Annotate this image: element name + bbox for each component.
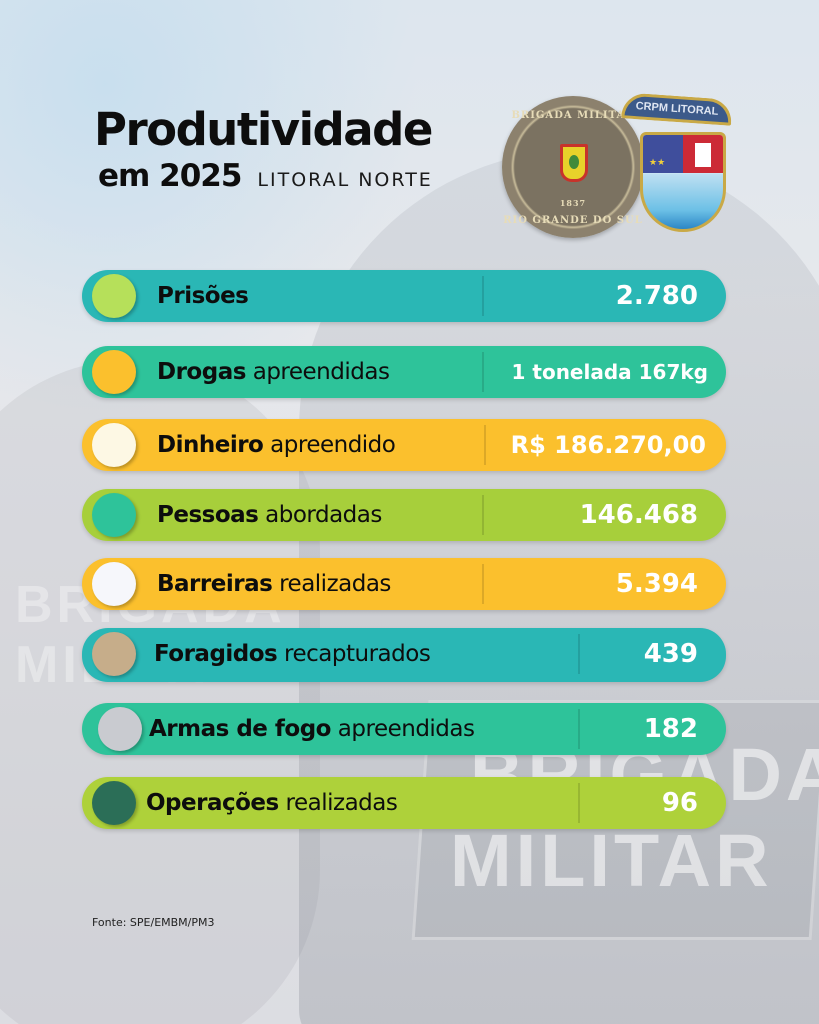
divider [484,425,486,465]
divider [578,709,580,749]
stat-row-pessoas: Pessoas abordadas 146.468 [82,489,726,541]
stars-icon: ★★ [649,157,666,167]
stat-value: 439 [643,639,698,669]
page-title: Produtividade [94,103,433,156]
shield-blue-quarter [643,135,683,173]
stat-value: 1 tonelada 167kg [511,360,708,384]
divider [578,783,580,823]
bullet-circle-icon [92,632,136,676]
divider [578,634,580,674]
emblem-year: 1837 [559,198,587,208]
stat-value: 5.394 [615,569,698,599]
bullet-circle-icon [92,493,136,537]
background-watermark-line2: MILITAR [450,819,773,902]
stat-label: Drogas apreendidas [157,359,390,385]
source-note: Fonte: SPE/EMBM/PM3 [92,916,215,929]
stat-label: Prisões [157,283,249,309]
crpm-litoral-badge-icon: CRPM LITORAL ★★ [621,92,738,242]
header: Produtividade em 2025 LITORAL NORTE [94,103,433,195]
region-label: LITORAL NORTE [257,169,433,191]
stat-value: 96 [661,788,698,818]
subtitle-row: em 2025 LITORAL NORTE [98,158,433,194]
stat-label: Pessoas abordadas [157,502,382,528]
tower-icon [695,143,711,167]
bullet-circle-icon [98,707,142,751]
divider [482,352,484,392]
bullet-circle-icon [92,562,136,606]
divider [482,276,484,316]
stat-label: Dinheiro apreendido [157,432,396,458]
stat-row-barreiras: Barreiras realizadas 5.394 [82,558,726,610]
stat-row-armas: Armas de fogo apreendidas 182 [82,703,726,755]
state-coat-of-arms-icon [560,144,588,182]
stat-value: 146.468 [579,500,698,530]
divider [482,564,484,604]
stat-label: Armas de fogo apreendidas [149,716,475,742]
logos: BRIGADA MILITAR 1837 RIO GRANDE DO SUL C… [500,92,740,252]
stat-value: R$ 186.270,00 [510,431,706,459]
bullet-circle-icon [92,781,136,825]
stat-label: Operações realizadas [146,790,398,816]
brigada-militar-emblem-icon: BRIGADA MILITAR 1837 RIO GRANDE DO SUL [502,96,644,238]
stat-row-dinheiro: Dinheiro apreendido R$ 186.270,00 [82,419,726,471]
stat-value: 2.780 [615,281,698,311]
stat-row-drogas: Drogas apreendidas 1 tonelada 167kg [82,346,726,398]
stat-label: Foragidos recapturados [154,641,431,667]
stat-label: Barreiras realizadas [157,571,391,597]
emblem-bottom-text: RIO GRANDE DO SUL [503,215,643,226]
emblem-top-text: BRIGADA MILITAR [511,110,635,121]
stat-row-foragidos: Foragidos recapturados 439 [82,628,726,682]
divider [482,495,484,535]
bullet-circle-icon [92,350,136,394]
crpm-shield-icon: ★★ [640,132,726,232]
year-label: em 2025 [98,158,242,194]
crpm-tab-text: CRPM LITORAL [621,92,733,126]
stat-row-prisoes: Prisões 2.780 [82,270,726,322]
stat-row-operacoes: Operações realizadas 96 [82,777,726,829]
bullet-circle-icon [92,274,136,318]
bullet-circle-icon [92,423,136,467]
stat-value: 182 [643,714,698,744]
